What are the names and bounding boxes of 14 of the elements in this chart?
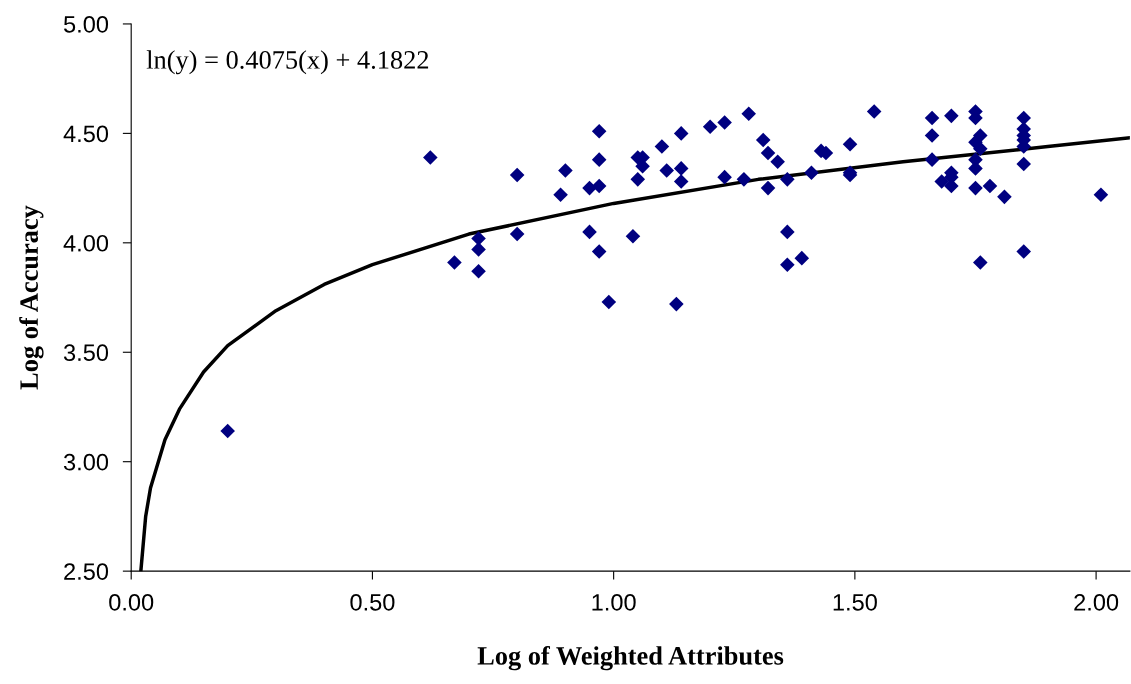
y-tick-label: 4.50 [63, 125, 109, 143]
y-tick-label: 3.00 [63, 453, 109, 471]
x-tick-label: 1.50 [833, 593, 877, 611]
y-tick-label: 4.00 [63, 234, 109, 252]
x-tick-label: 2.00 [1074, 593, 1119, 611]
y-tick-label: 3.50 [63, 344, 109, 362]
y-tick-label: 2.50 [64, 563, 109, 580]
y-axis-title: Log of Accuracy [19, 205, 44, 390]
x-axis-title: Log of Weighted Attributes [477, 645, 784, 671]
x-tick-label: 0.50 [350, 593, 395, 611]
x-tick-label: 1.00 [592, 593, 636, 611]
x-tick-label: 0.00 [109, 593, 154, 611]
annotation: ln(y) = 0.4075(x) + 4.1822 [146, 50, 429, 75]
y-tick-label: 5.00 [63, 16, 109, 33]
